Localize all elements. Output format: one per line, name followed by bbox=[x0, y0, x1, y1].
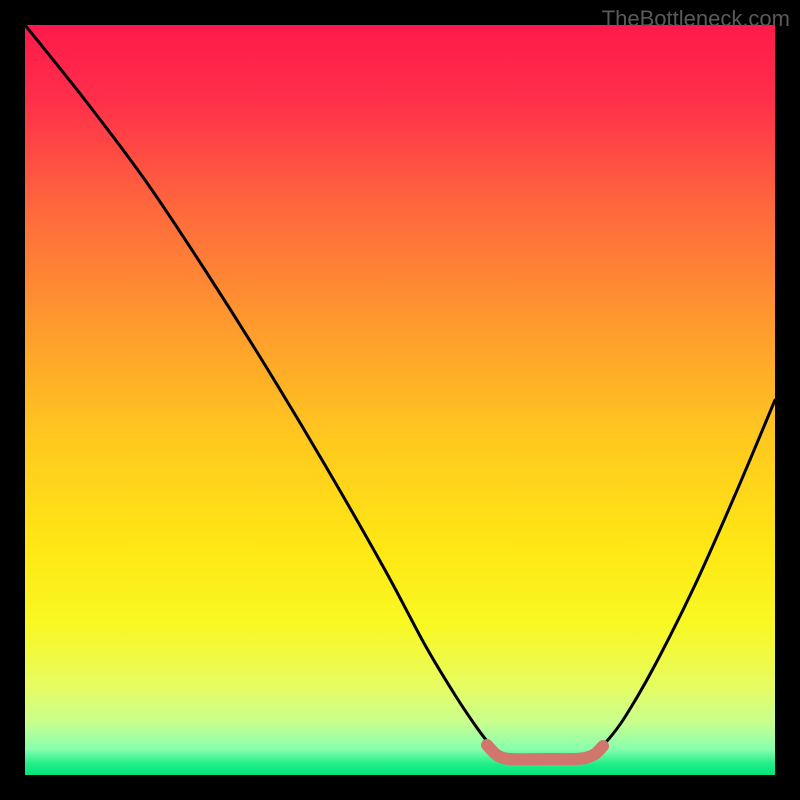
chart-frame: TheBottleneck.com bbox=[0, 0, 800, 800]
plot-area bbox=[25, 25, 775, 775]
watermark-text: TheBottleneck.com bbox=[602, 6, 790, 32]
gradient-line-chart bbox=[25, 25, 775, 775]
gradient-background bbox=[25, 25, 775, 775]
